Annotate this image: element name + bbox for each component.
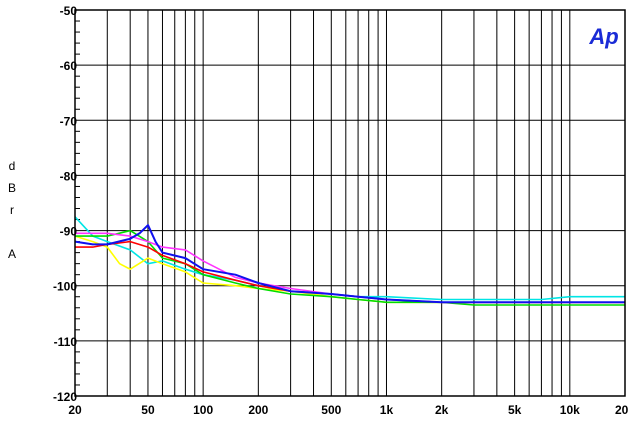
y-axis-label-char: d (9, 159, 16, 173)
x-tick-label: 100 (193, 403, 213, 417)
y-tick-labels: -50 -60 -70 -80 -90 -100 -110 -120 (53, 4, 77, 404)
series-line-4 (75, 240, 625, 304)
series-line-3 (75, 229, 625, 306)
x-tick-label: 1k (380, 403, 394, 417)
x-tick-labels: 20 50 100 200 500 1k 2k 5k 10k 20k (68, 403, 628, 417)
x-tick-label: 20k (615, 403, 628, 417)
y-tick-label: -100 (53, 280, 77, 294)
y-axis-label-char: A (8, 247, 16, 261)
y-axis-label: dBr A (8, 159, 16, 261)
x-tick-label: 200 (248, 403, 268, 417)
ap-logo: Ap (588, 24, 618, 49)
x-tick-label: 10k (560, 403, 580, 417)
series-line-6 (74, 224, 625, 304)
series-line-1 (74, 216, 625, 301)
plot-frame (74, 9, 626, 397)
y-tick-label: -120 (53, 390, 77, 404)
y-tick-label: -50 (60, 4, 78, 18)
y-tick-label: -60 (60, 59, 78, 73)
y-tick-label: -110 (54, 335, 78, 349)
y-axis-label-char: B (8, 181, 16, 195)
y-axis-label-char: r (10, 203, 14, 217)
x-tick-label: 2k (435, 403, 449, 417)
x-tick-label: 50 (141, 403, 155, 417)
y-tick-label: -70 (60, 114, 78, 128)
grid (74, 9, 626, 397)
x-tick-label: 20 (68, 403, 82, 417)
y-tick-label: -80 (60, 169, 78, 183)
y-tick-label: -90 (60, 225, 78, 239)
plot-border (74, 9, 626, 397)
x-tick-label: 5k (508, 403, 522, 417)
series-group (74, 216, 625, 306)
x-tick-label: 500 (321, 403, 341, 417)
